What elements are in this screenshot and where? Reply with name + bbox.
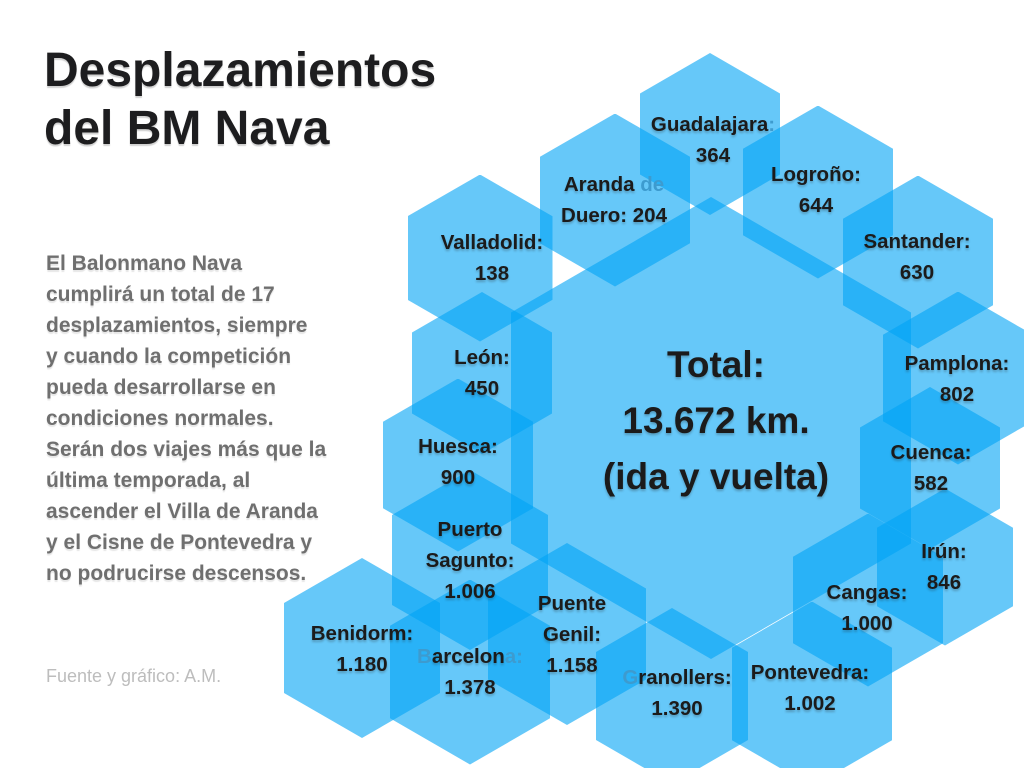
- label-line: Pontevedra:: [750, 661, 870, 684]
- label-pamplona: Pamplona: 802: [737, 348, 1024, 410]
- label-line: 364: [695, 144, 731, 167]
- label-benidorm: Benidorm: 1.180: [142, 618, 582, 680]
- label-huesca: Huesca: 900: [238, 431, 678, 493]
- label-line: Barcelona:: [417, 645, 523, 668]
- label-line: Irún:: [921, 540, 967, 563]
- label-line: 846: [926, 571, 962, 594]
- label-line: Genil:: [542, 622, 602, 646]
- label-line: 1.378: [444, 676, 496, 699]
- label-line: 582: [913, 472, 949, 495]
- source-credit: Fuente y gráfico: A.M.: [46, 666, 222, 686]
- label-guadalajara: Guadalajara: 364: [493, 109, 933, 171]
- label-barcelona: Barcelona: 1.378: [250, 641, 690, 703]
- label-line: Valladolid:: [440, 231, 544, 254]
- label-pontevedra: Pontevedra: 1.002: [590, 657, 1024, 719]
- label-line: 1.006: [444, 579, 496, 603]
- label-line: Sagunto:: [425, 548, 515, 572]
- label-line: Santander:: [863, 230, 971, 253]
- hexagon-benidorm: [284, 558, 440, 738]
- label-line: 138: [474, 262, 510, 285]
- label-line: Granollers:: [622, 666, 732, 689]
- label-line: Pamplona:: [904, 352, 1010, 375]
- label-line: Logroño:: [771, 163, 861, 186]
- label-line: 1.002: [784, 692, 836, 715]
- label-line: Puente: [537, 591, 607, 615]
- label-line: 802: [939, 383, 975, 406]
- label-granollers: Granollers: 1.390: [457, 662, 897, 724]
- label-line: Cuenca:: [890, 441, 972, 464]
- label-line: León:: [454, 346, 510, 369]
- label-logrono: Logroño: 644: [596, 159, 1024, 221]
- label-line: Total:: [667, 344, 765, 385]
- label-puente-genil: Puente Genil: 1.158: [352, 588, 792, 681]
- label-total: Total: 13.672 km. (ida y vuelta): [496, 337, 936, 505]
- label-santander: Santander: 630: [697, 226, 1024, 288]
- label-line: 1.180: [336, 653, 388, 676]
- label-line: Aranda de: [563, 173, 665, 196]
- label-line: Duero: 204: [561, 204, 667, 227]
- intro-paragraph: El Balonmano Nava cumplirá un total de 1…: [46, 252, 327, 585]
- label-line: 1.000: [841, 612, 893, 635]
- label-line: 630: [899, 261, 935, 284]
- label-line: Benidorm:: [310, 622, 414, 645]
- label-line: 1.390: [651, 697, 703, 720]
- label-line: 900: [440, 466, 476, 489]
- label-line: Puerto: [437, 517, 503, 541]
- label-line: 1.158: [546, 653, 598, 677]
- label-cangas: Cangas: 1.000: [647, 577, 1024, 639]
- label-puerto-sagunto: Puerto Sagunto: 1.006: [250, 514, 690, 607]
- label-cuenca: Cuenca: 582: [711, 437, 1024, 499]
- label-line: Huesca:: [418, 435, 498, 458]
- page-title: Desplazamientos del BM Nava: [44, 44, 437, 155]
- label-aranda-de-duero: Aranda de Duero: 204: [394, 169, 834, 231]
- label-line: 644: [798, 194, 834, 217]
- label-irun: Irún: 846: [724, 536, 1024, 598]
- label-line: (ida y vuelta): [602, 456, 830, 497]
- label-valladolid: Valladolid: 138: [272, 227, 712, 289]
- label-line: 450: [464, 377, 500, 400]
- label-line: 13.672 km.: [622, 400, 810, 441]
- label-line: Cangas:: [826, 581, 908, 604]
- label-leon: León: 450: [262, 342, 702, 404]
- label-line: Guadalajara:: [650, 113, 776, 136]
